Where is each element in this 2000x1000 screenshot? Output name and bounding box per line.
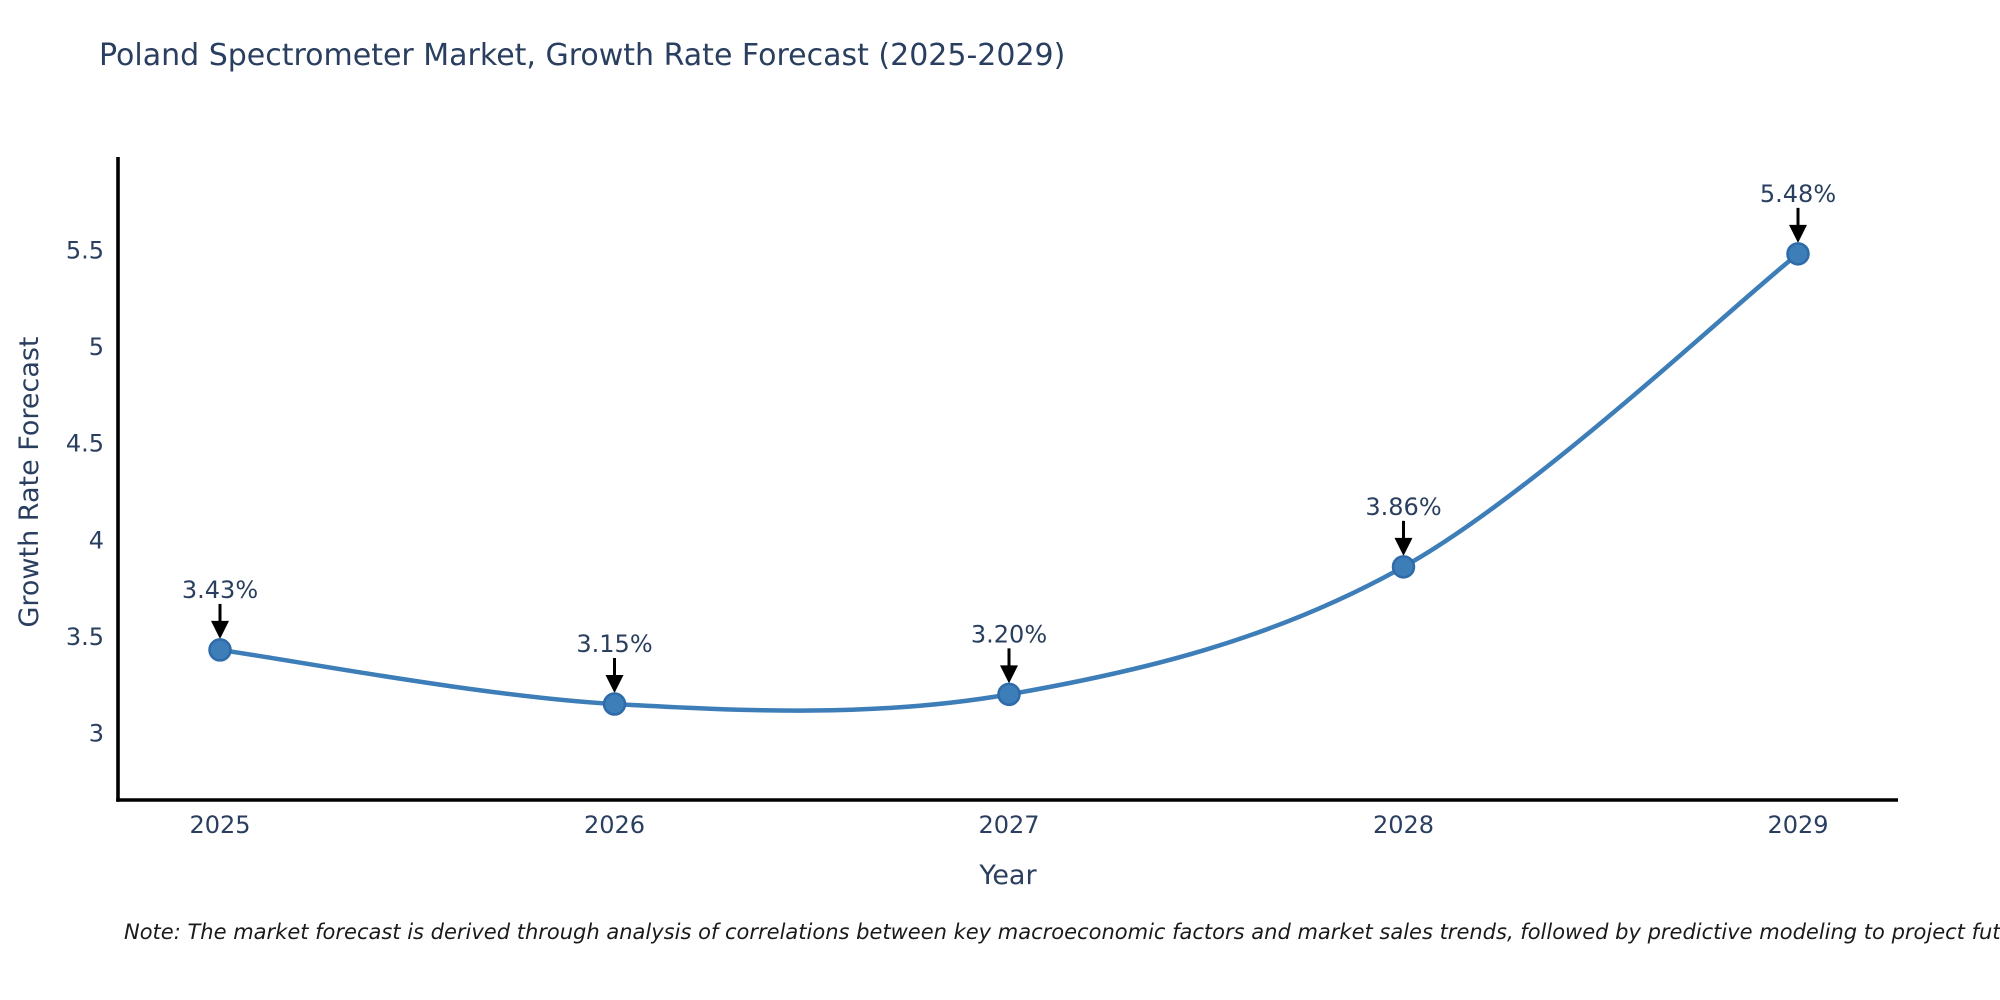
y-tick-label: 5 — [89, 333, 104, 361]
chart-title: Poland Spectrometer Market, Growth Rate … — [99, 38, 1066, 73]
annotation-arrowhead — [1000, 665, 1018, 684]
annotation-arrowhead — [1394, 537, 1413, 556]
y-tick-label: 4 — [89, 526, 104, 554]
annotation-arrowhead — [605, 675, 624, 694]
x-tick-label: 2027 — [978, 811, 1039, 839]
data-point-2027[interactable] — [997, 682, 1021, 707]
point-label-2025: 3.43% — [182, 576, 258, 604]
point-label-2029: 5.48% — [1760, 180, 1836, 208]
point-label-2028: 3.86% — [1365, 493, 1441, 521]
x-tick-label: 2026 — [584, 811, 645, 839]
y-axis-title: Growth Rate Forecast — [14, 336, 45, 627]
x-tick-label: 2028 — [1373, 811, 1434, 839]
x-axis-title: Year — [978, 860, 1037, 891]
annotation-arrowhead — [1789, 224, 1807, 243]
point-label-2026: 3.15% — [576, 630, 652, 658]
data-point-2026[interactable] — [602, 692, 627, 716]
x-tick-label: 2025 — [189, 811, 250, 839]
y-tick-label: 4.5 — [66, 430, 104, 458]
data-point-2029[interactable] — [1786, 242, 1810, 266]
chart-footnote: Note: The market forecast is derived thr… — [124, 920, 2000, 944]
y-tick-label: 5.5 — [66, 237, 104, 265]
point-label-2027: 3.20% — [971, 620, 1047, 648]
data-point-2028[interactable] — [1391, 555, 1416, 579]
y-tick-label: 3.5 — [66, 623, 104, 651]
growth-rate-line — [217, 251, 1801, 713]
data-point-2025[interactable] — [208, 638, 232, 662]
y-tick-label: 3 — [89, 720, 104, 748]
annotation-arrowhead — [211, 620, 229, 639]
x-tick-label: 2029 — [1767, 811, 1828, 839]
